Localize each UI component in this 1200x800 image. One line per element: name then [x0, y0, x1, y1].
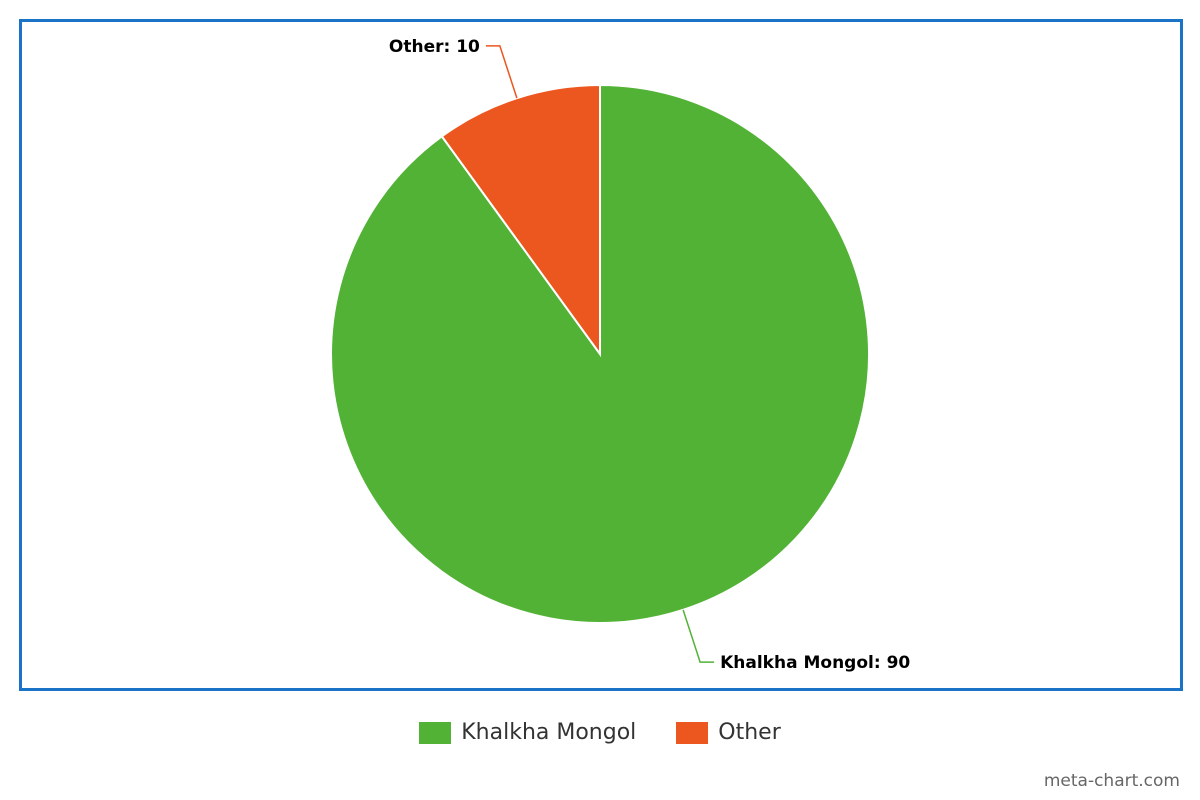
- data-labels: Khalkha Mongol: 90 Other: 10: [389, 37, 911, 673]
- label-connector-khalkha-mongol: [682, 609, 715, 663]
- legend-item-other[interactable]: Other: [676, 720, 781, 745]
- legend-label-khalkha-mongol: Khalkha Mongol: [461, 720, 637, 745]
- label-connector-other: [485, 45, 518, 99]
- legend: Khalkha Mongol Other: [0, 720, 1200, 745]
- data-label-other: Other: 10: [389, 37, 480, 57]
- pie-slices: [330, 83, 870, 624]
- label-connectors: [485, 45, 715, 663]
- legend-swatch-other: [676, 721, 709, 744]
- legend-swatch-khalkha-mongol: [419, 721, 452, 744]
- legend-item-khalkha-mongol[interactable]: Khalkha Mongol: [419, 720, 636, 745]
- credit-text[interactable]: meta-chart.com: [1043, 771, 1180, 791]
- pie-slice-other[interactable]: [440, 83, 601, 358]
- data-label-khalkha-mongol: Khalkha Mongol: 90: [720, 653, 910, 673]
- legend-label-other: Other: [718, 720, 781, 745]
